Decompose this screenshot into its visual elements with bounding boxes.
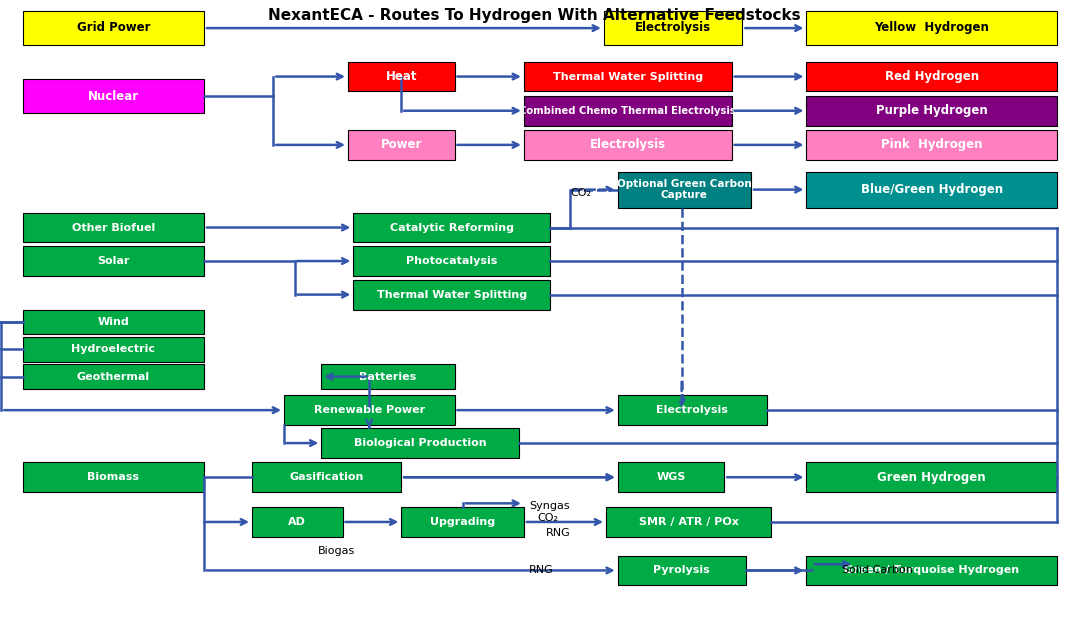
Text: Combined Chemo Thermal Electrolysis: Combined Chemo Thermal Electrolysis xyxy=(520,105,737,115)
Text: RNG: RNG xyxy=(546,527,571,537)
FancyBboxPatch shape xyxy=(604,11,742,45)
Text: Optional Green Carbon
Capture: Optional Green Carbon Capture xyxy=(617,179,752,200)
Text: Pyrolysis: Pyrolysis xyxy=(653,565,710,575)
FancyBboxPatch shape xyxy=(252,462,401,492)
FancyBboxPatch shape xyxy=(22,337,204,362)
FancyBboxPatch shape xyxy=(22,462,204,492)
FancyBboxPatch shape xyxy=(22,79,204,113)
Text: Geothermal: Geothermal xyxy=(77,372,150,382)
FancyBboxPatch shape xyxy=(618,172,750,208)
Text: Heat: Heat xyxy=(386,70,417,83)
FancyBboxPatch shape xyxy=(22,364,204,389)
FancyBboxPatch shape xyxy=(322,364,454,389)
Text: SMR / ATR / POx: SMR / ATR / POx xyxy=(638,517,739,527)
FancyBboxPatch shape xyxy=(524,96,732,125)
FancyBboxPatch shape xyxy=(347,62,454,92)
Text: Biogas: Biogas xyxy=(319,545,355,555)
Text: Other Biofuel: Other Biofuel xyxy=(72,223,155,233)
Text: Gasification: Gasification xyxy=(290,472,363,482)
Text: Green / Turquoise Hydrogen: Green / Turquoise Hydrogen xyxy=(845,565,1019,575)
FancyBboxPatch shape xyxy=(606,507,771,537)
Text: Batteries: Batteries xyxy=(359,372,417,382)
Text: Green Hydrogen: Green Hydrogen xyxy=(878,470,986,484)
FancyBboxPatch shape xyxy=(353,280,551,310)
Text: Red Hydrogen: Red Hydrogen xyxy=(885,70,979,83)
Text: Yellow  Hydrogen: Yellow Hydrogen xyxy=(874,21,989,34)
FancyBboxPatch shape xyxy=(22,11,204,45)
FancyBboxPatch shape xyxy=(806,62,1057,92)
FancyBboxPatch shape xyxy=(618,462,725,492)
Text: Power: Power xyxy=(381,139,422,152)
Text: Nuclear: Nuclear xyxy=(88,90,139,102)
FancyBboxPatch shape xyxy=(401,507,524,537)
Text: Electrolysis: Electrolysis xyxy=(590,139,666,152)
FancyBboxPatch shape xyxy=(618,395,766,425)
Text: RNG: RNG xyxy=(529,565,554,575)
Text: Solid Carbon: Solid Carbon xyxy=(841,565,913,575)
Text: Solar: Solar xyxy=(97,256,129,266)
FancyBboxPatch shape xyxy=(353,213,551,242)
Text: Hydroelectric: Hydroelectric xyxy=(72,344,155,354)
Text: WGS: WGS xyxy=(656,472,685,482)
Text: Purple Hydrogen: Purple Hydrogen xyxy=(876,104,988,117)
FancyBboxPatch shape xyxy=(806,555,1057,585)
Text: Biological Production: Biological Production xyxy=(354,438,486,448)
Text: Grid Power: Grid Power xyxy=(77,21,150,34)
FancyBboxPatch shape xyxy=(806,11,1057,45)
Text: Thermal Water Splitting: Thermal Water Splitting xyxy=(553,72,702,82)
FancyBboxPatch shape xyxy=(252,507,342,537)
FancyBboxPatch shape xyxy=(806,96,1057,125)
Text: CO₂: CO₂ xyxy=(571,188,592,198)
FancyBboxPatch shape xyxy=(806,172,1057,208)
Text: NexantECA - Routes To Hydrogen With Alternative Feedstocks: NexantECA - Routes To Hydrogen With Alte… xyxy=(268,7,801,22)
Text: Electrolysis: Electrolysis xyxy=(635,21,711,34)
FancyBboxPatch shape xyxy=(284,395,454,425)
Text: Wind: Wind xyxy=(97,317,129,327)
Text: Thermal Water Splitting: Thermal Water Splitting xyxy=(376,290,527,300)
Text: Photocatalysis: Photocatalysis xyxy=(406,256,497,266)
FancyBboxPatch shape xyxy=(322,428,518,458)
Text: Pink  Hydrogen: Pink Hydrogen xyxy=(881,139,982,152)
FancyBboxPatch shape xyxy=(618,555,745,585)
FancyBboxPatch shape xyxy=(347,130,454,160)
FancyBboxPatch shape xyxy=(22,310,204,334)
FancyBboxPatch shape xyxy=(806,462,1057,492)
Text: CO₂: CO₂ xyxy=(538,514,559,524)
FancyBboxPatch shape xyxy=(22,213,204,242)
Text: Electrolysis: Electrolysis xyxy=(656,405,728,415)
FancyBboxPatch shape xyxy=(524,130,732,160)
Text: Catalytic Reforming: Catalytic Reforming xyxy=(390,223,514,233)
Text: Upgrading: Upgrading xyxy=(430,517,495,527)
FancyBboxPatch shape xyxy=(524,62,732,92)
Text: Biomass: Biomass xyxy=(88,472,139,482)
FancyBboxPatch shape xyxy=(353,246,551,276)
Text: Renewable Power: Renewable Power xyxy=(313,405,424,415)
Text: Syngas: Syngas xyxy=(529,501,570,511)
FancyBboxPatch shape xyxy=(806,130,1057,160)
FancyBboxPatch shape xyxy=(22,246,204,276)
Text: AD: AD xyxy=(289,517,306,527)
Text: Blue/Green Hydrogen: Blue/Green Hydrogen xyxy=(861,183,1003,196)
